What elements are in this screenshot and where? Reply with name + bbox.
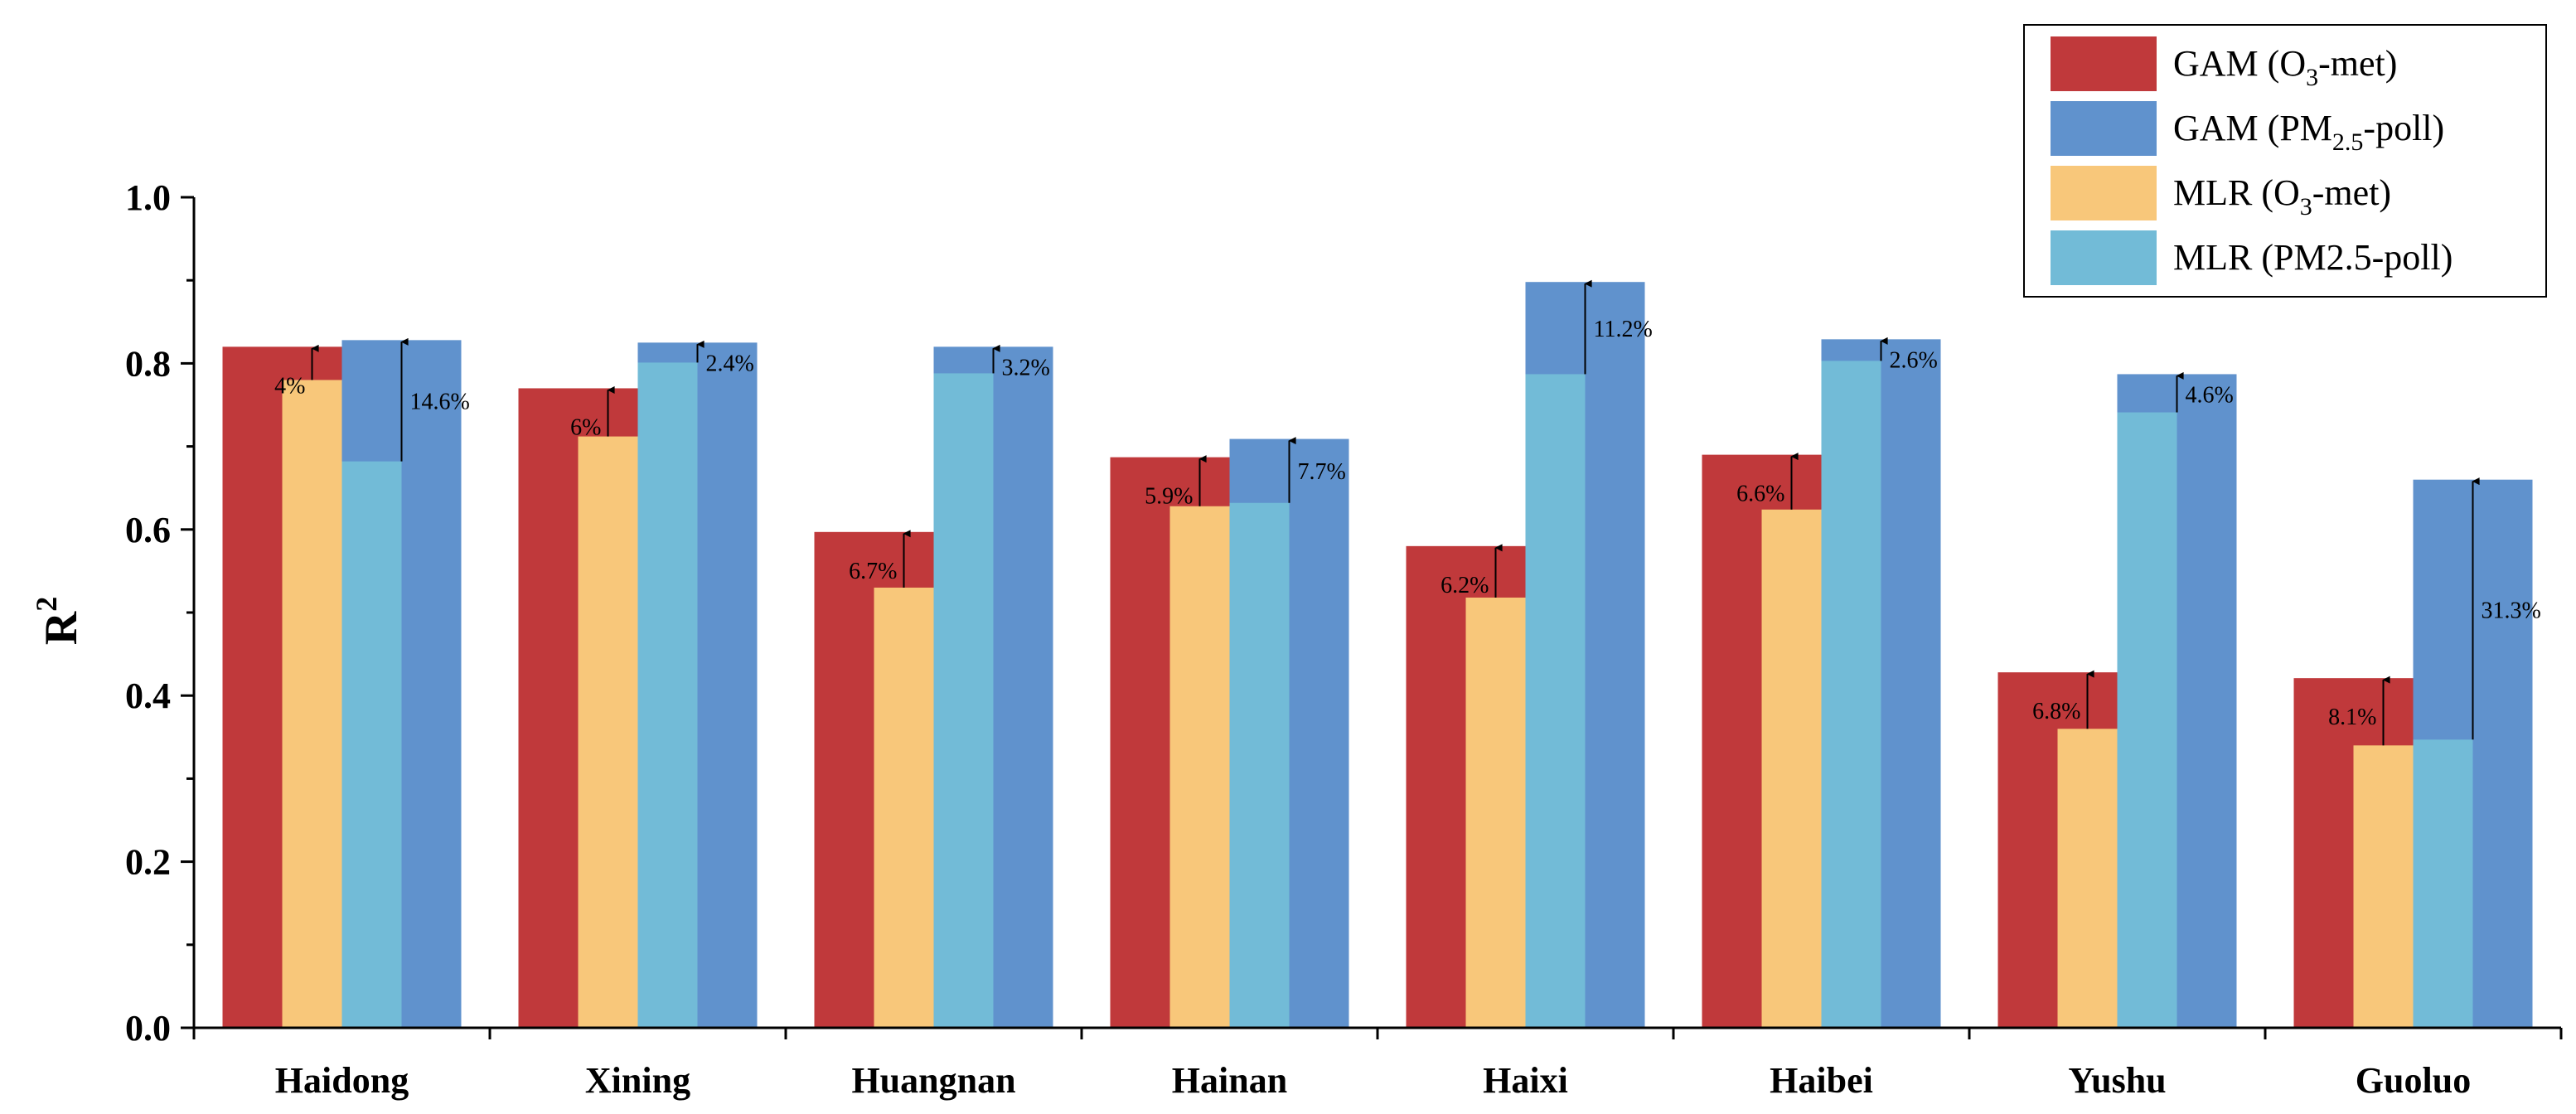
- y-tick-label-1: 0.2: [125, 842, 171, 883]
- label-o3-improvement-6: 6.8%: [2032, 699, 2080, 724]
- label-pm-improvement-6: 4.6%: [2186, 382, 2234, 408]
- label-pm-improvement-4: 11.2%: [1594, 317, 1653, 342]
- bar-mlr-o3-met-5: [1761, 509, 1822, 1028]
- y-axis-label: R2: [30, 597, 87, 645]
- bar-mlr-pm25-poll-3: [1229, 502, 1290, 1028]
- bar-mlr-o3-met-0: [282, 380, 342, 1028]
- label-o3-improvement-5: 6.6%: [1736, 482, 1784, 507]
- label-pm-improvement-5: 2.6%: [1890, 347, 1938, 373]
- x-tick-label-2: Huangnan: [851, 1060, 1015, 1101]
- x-tick-label-0: Haidong: [275, 1060, 409, 1101]
- bars-layer: [222, 282, 2533, 1029]
- label-o3-improvement-3: 5.9%: [1145, 484, 1193, 510]
- label-pm-improvement-7: 31.3%: [2482, 598, 2541, 623]
- label-o3-improvement-2: 6.7%: [849, 559, 897, 584]
- legend-swatch-mlr-o3-met: [2051, 166, 2157, 220]
- y-tick-label-2: 0.4: [125, 676, 171, 716]
- y-tick-label-0: 0.0: [125, 1008, 171, 1049]
- annotations-layer: 4% 14.6% 6% 2.4% 6.7% 3.2% 5.9% 7.7% 6.2% 11.2% 6.…: [274, 279, 2541, 746]
- label-pm-improvement-0: 14.6%: [410, 389, 470, 414]
- label-pm-improvement-1: 2.4%: [706, 351, 754, 376]
- x-tick-label-4: Haixi: [1483, 1060, 1568, 1101]
- bar-mlr-pm25-poll-4: [1525, 374, 1586, 1028]
- label-o3-improvement-1: 6%: [570, 414, 601, 440]
- bar-mlr-o3-met-4: [1465, 597, 1526, 1028]
- y-tick-label-4: 0.8: [125, 343, 171, 384]
- legend-label-mlr-pm25-poll: MLR (PM2.5-poll): [2173, 237, 2453, 278]
- x-tick-label-1: Xining: [585, 1060, 690, 1101]
- label-o3-improvement-0: 4%: [274, 373, 305, 399]
- bar-mlr-o3-met-3: [1169, 506, 1230, 1028]
- label-o3-improvement-4: 6.2%: [1441, 573, 1489, 598]
- y-tick-label-5: 1.0: [125, 177, 171, 218]
- x-tick-label-5: Haibei: [1770, 1060, 1873, 1101]
- bar-mlr-pm25-poll-1: [637, 362, 698, 1028]
- x-tick-label-7: Guoluo: [2356, 1060, 2471, 1101]
- legend-swatch-mlr-pm25-poll: [2051, 230, 2157, 285]
- y-tick-label-3: 0.6: [125, 510, 171, 550]
- bar-mlr-pm25-poll-2: [933, 373, 994, 1028]
- legend-label-gam-o3-met: GAM (O3-met): [2173, 43, 2397, 91]
- legend: GAM (O3-met) GAM (PM2.5-poll) MLR (O3-met)…: [2023, 24, 2547, 298]
- bar-mlr-o3-met-7: [2353, 745, 2414, 1028]
- bar-mlr-o3-met-2: [874, 587, 934, 1028]
- x-tick-label-3: Hainan: [1172, 1060, 1287, 1101]
- bar-mlr-o3-met-6: [2057, 729, 2118, 1028]
- bar-mlr-pm25-poll-0: [341, 461, 402, 1028]
- label-o3-improvement-7: 8.1%: [2328, 705, 2376, 730]
- bar-mlr-pm25-poll-5: [1821, 361, 1881, 1028]
- axes-layer: Haidong Xining Huangnan Hainan Haixi Haibei Yu…: [30, 177, 2563, 1101]
- bar-mlr-o3-met-1: [578, 436, 638, 1028]
- legend-swatch-gam-o3-met: [2051, 36, 2157, 91]
- label-pm-improvement-3: 7.7%: [1298, 459, 1346, 485]
- legend-label-mlr-o3-met: MLR (O3-met): [2173, 172, 2391, 220]
- x-tick-label-6: Yushu: [2068, 1060, 2166, 1101]
- bar-mlr-pm25-poll-7: [2413, 739, 2473, 1028]
- label-pm-improvement-2: 3.2%: [1002, 355, 1050, 380]
- bar-mlr-pm25-poll-6: [2117, 412, 2177, 1028]
- legend-swatch-gam-pm25-poll: [2051, 101, 2157, 156]
- legend-label-gam-pm25-poll: GAM (PM2.5-poll): [2173, 108, 2444, 156]
